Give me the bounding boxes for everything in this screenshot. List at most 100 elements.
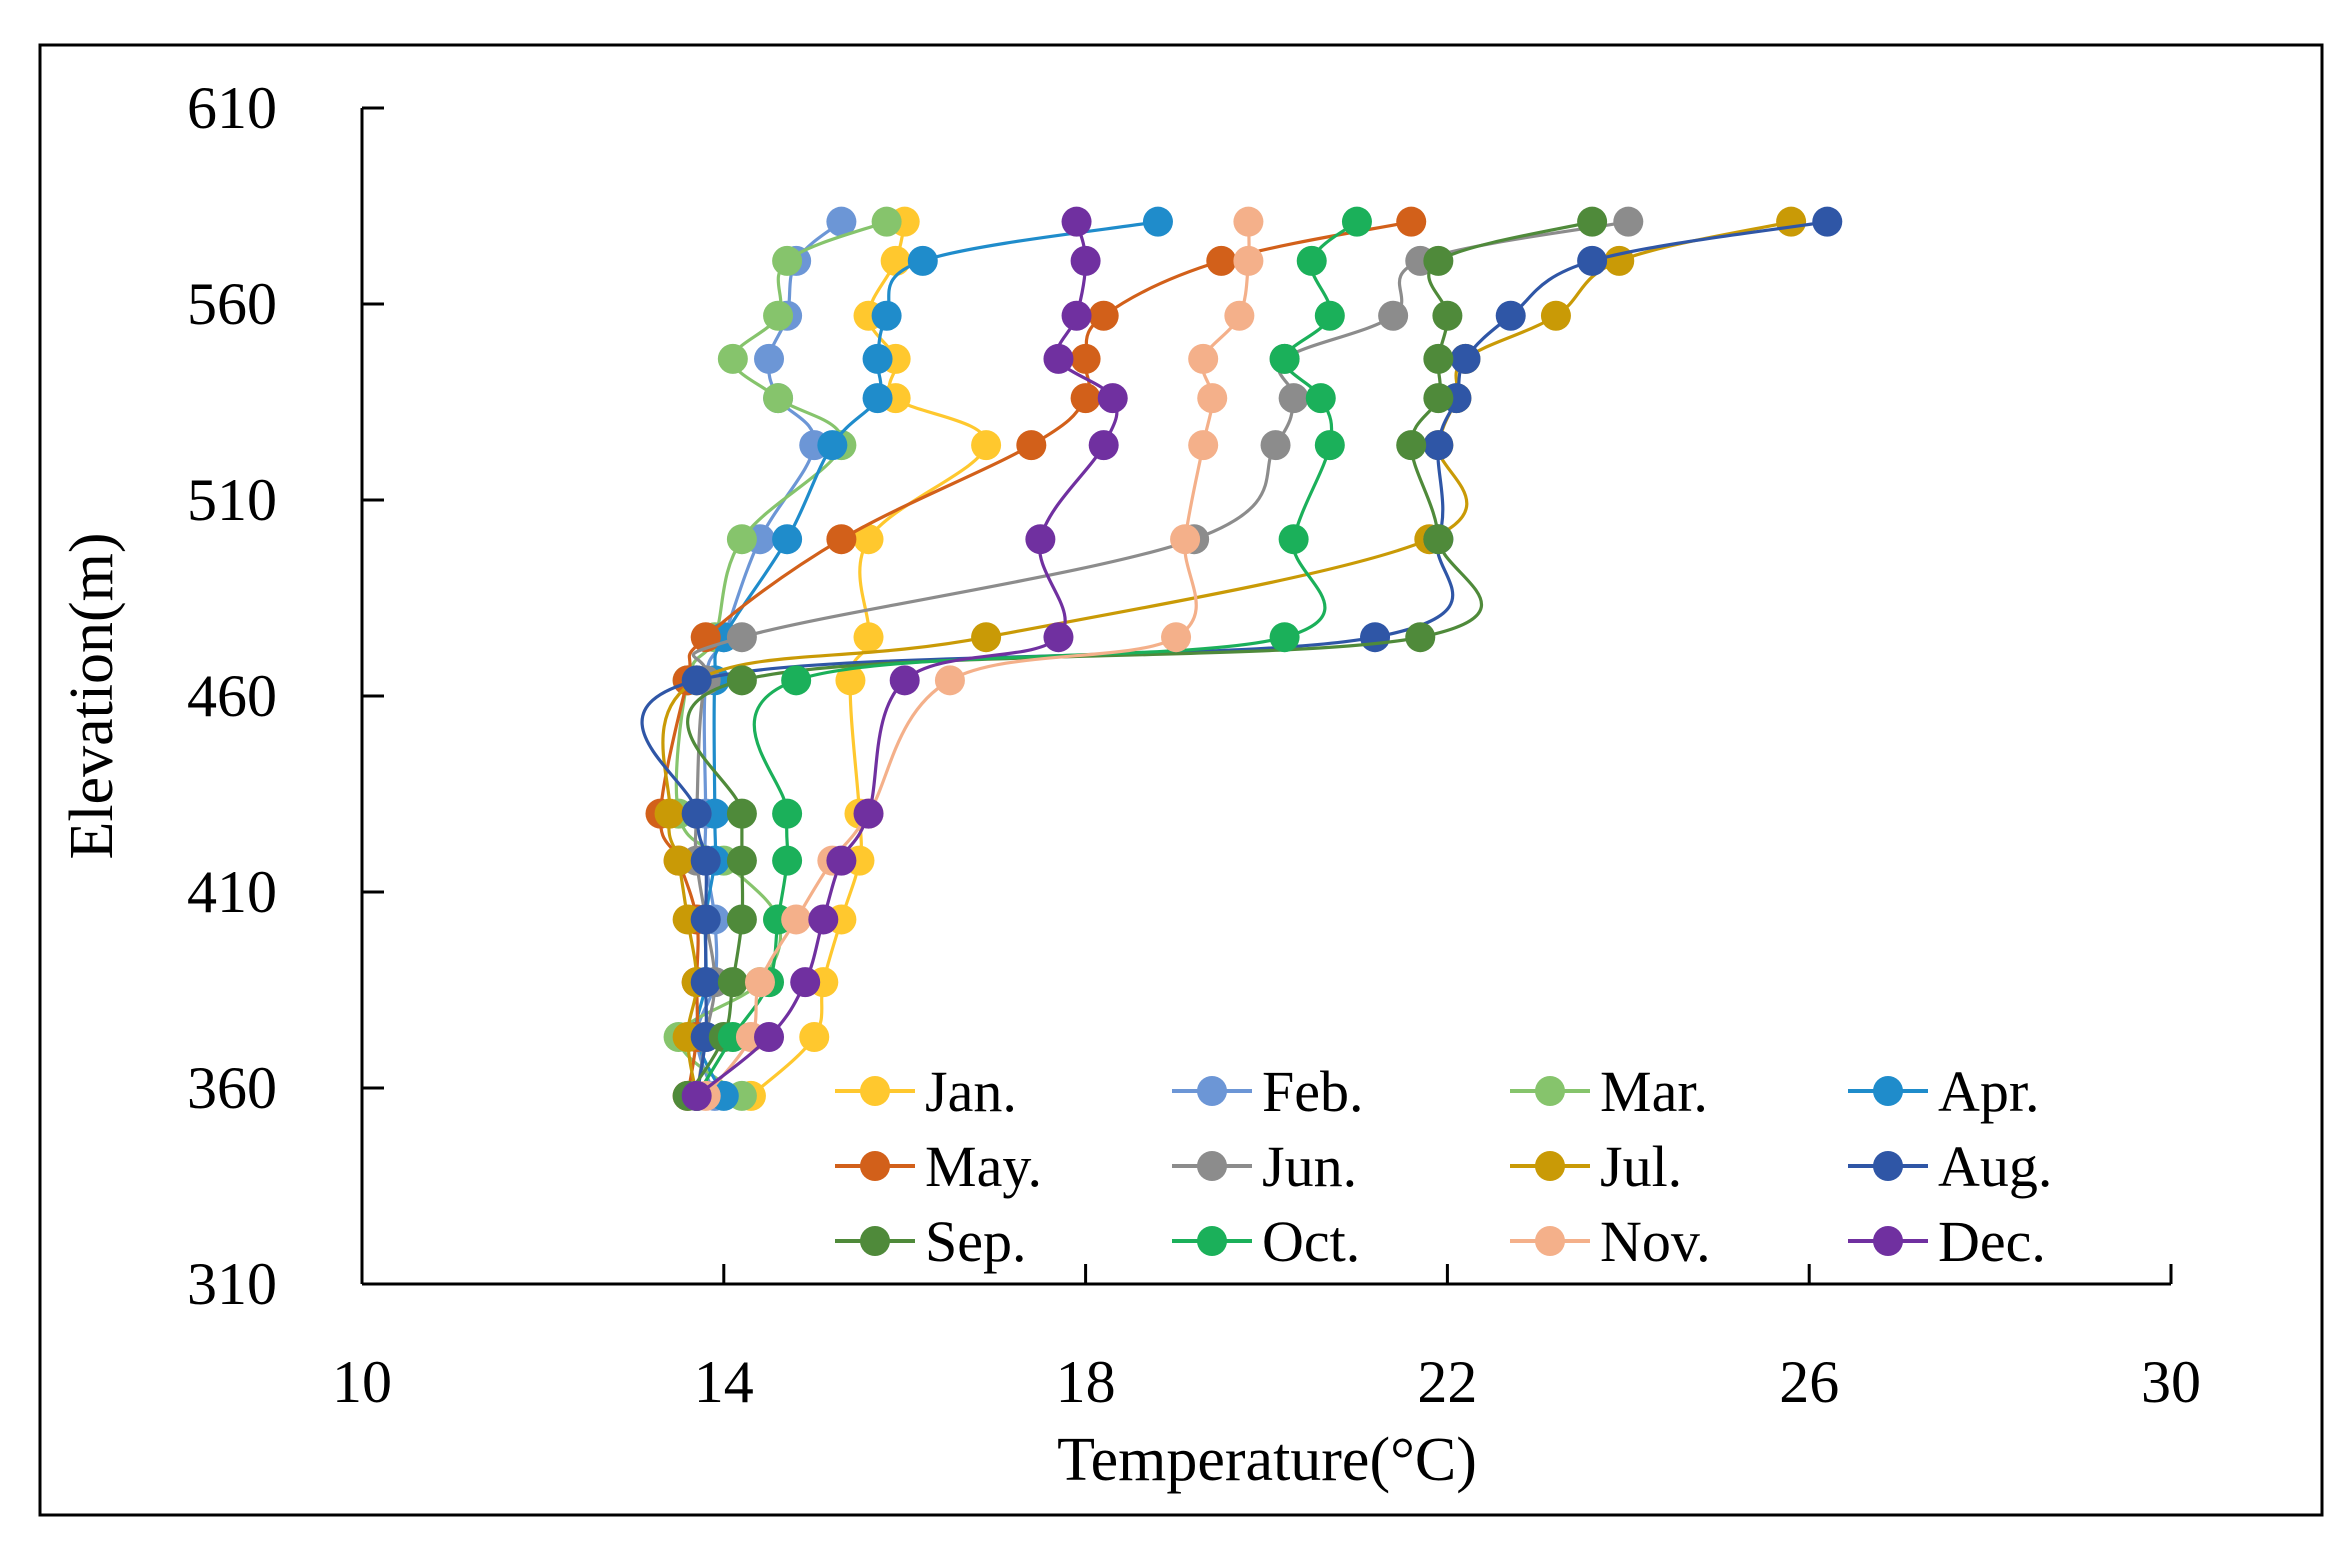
legend-item-nov: Nov.	[1510, 1209, 1711, 1274]
data-point-sep	[726, 665, 757, 696]
data-point-dec	[853, 798, 884, 829]
data-point-dec	[1088, 430, 1119, 461]
legend-marker-jan	[860, 1076, 890, 1106]
data-point-sep	[1432, 300, 1463, 331]
data-point-nov	[1170, 524, 1201, 555]
data-point-may	[826, 524, 857, 555]
y-tick-label: 360	[187, 1055, 277, 1121]
data-point-sep	[1423, 245, 1454, 276]
legend-marker-dec	[1873, 1226, 1903, 1256]
data-point-oct	[1341, 206, 1372, 237]
data-point-may	[1396, 206, 1427, 237]
data-point-oct	[1305, 383, 1336, 414]
data-point-oct	[1278, 524, 1309, 555]
data-point-dec	[1043, 622, 1074, 653]
data-point-aug	[690, 904, 721, 935]
tick-labels: 310 360 410 460 510 560 610 10 14 18 22 26 30	[187, 75, 2201, 1415]
data-point-aug	[681, 665, 712, 696]
data-point-aug	[1450, 343, 1481, 374]
data-point-jul	[654, 798, 685, 829]
data-point-aug	[1495, 300, 1526, 331]
data-point-aug	[1423, 430, 1454, 461]
series-aug	[640, 206, 1843, 1111]
legend-label-jul: Jul.	[1600, 1134, 1682, 1199]
data-point-mar	[726, 524, 757, 555]
data-point-may	[1070, 383, 1101, 414]
data-point-feb	[826, 206, 857, 237]
data-point-apr	[817, 430, 848, 461]
data-point-jul	[1540, 300, 1571, 331]
data-point-jun	[726, 622, 757, 653]
data-point-oct	[772, 845, 803, 876]
legend-label-sep: Sep.	[925, 1209, 1027, 1274]
data-point-nov	[1188, 343, 1219, 374]
y-tick-label: 460	[187, 663, 277, 729]
legend-marker-may	[860, 1151, 890, 1181]
legend-marker-jul	[1535, 1151, 1565, 1181]
legend: Jan. Feb. Mar. Apr. May. Jun. Jul. Aug. Sep. Oct.…	[835, 1059, 2052, 1274]
data-point-jan	[853, 524, 884, 555]
series-layer	[640, 206, 1843, 1111]
data-point-dec	[1070, 245, 1101, 276]
data-point-sep	[717, 967, 748, 998]
legend-marker-apr	[1873, 1076, 1903, 1106]
data-point-dec	[681, 1080, 712, 1111]
data-point-sep	[726, 845, 757, 876]
legend-item-jul: Jul.	[1510, 1134, 1682, 1199]
legend-label-jun: Jun.	[1262, 1134, 1357, 1199]
data-point-dec	[1061, 206, 1092, 237]
data-point-oct	[772, 798, 803, 829]
data-point-sep	[1423, 343, 1454, 374]
data-point-sep	[726, 798, 757, 829]
y-tick-label: 610	[187, 75, 277, 141]
legend-label-feb: Feb.	[1262, 1059, 1364, 1124]
legend-item-oct: Oct.	[1172, 1209, 1360, 1274]
data-point-dec	[808, 904, 839, 935]
data-point-jan	[853, 622, 884, 653]
legend-label-may: May.	[925, 1134, 1042, 1199]
data-point-nov	[744, 967, 775, 998]
legend-item-apr: Apr.	[1848, 1059, 2040, 1124]
data-point-jul	[1776, 206, 1807, 237]
data-point-dec	[1025, 524, 1056, 555]
data-point-mar	[871, 206, 902, 237]
data-point-apr	[862, 343, 893, 374]
legend-item-aug: Aug.	[1848, 1134, 2052, 1199]
data-point-dec	[1097, 383, 1128, 414]
series-dec	[681, 206, 1128, 1111]
y-axis-title: Elevation(m)	[58, 532, 126, 859]
data-point-feb	[754, 343, 785, 374]
legend-label-mar: Mar.	[1600, 1059, 1708, 1124]
data-point-aug	[690, 845, 721, 876]
data-point-sep	[1423, 524, 1454, 555]
legend-item-jan: Jan.	[835, 1059, 1017, 1124]
legend-marker-feb	[1197, 1076, 1227, 1106]
data-point-aug	[1812, 206, 1843, 237]
y-tick-label: 510	[187, 467, 277, 533]
legend-marker-oct	[1197, 1226, 1227, 1256]
legend-label-aug: Aug.	[1938, 1134, 2052, 1199]
data-point-jan	[835, 665, 866, 696]
legend-marker-sep	[860, 1226, 890, 1256]
data-point-apr	[862, 383, 893, 414]
data-point-nov	[1161, 622, 1192, 653]
data-point-aug	[690, 967, 721, 998]
legend-label-jan: Jan.	[925, 1059, 1017, 1124]
data-point-sep	[1396, 430, 1427, 461]
x-tick-label: 10	[332, 1349, 392, 1415]
data-point-nov	[934, 665, 965, 696]
data-point-oct	[781, 665, 812, 696]
data-point-apr	[871, 300, 902, 331]
legend-item-may: May.	[835, 1134, 1042, 1199]
x-tick-label: 26	[1779, 1349, 1839, 1415]
data-point-mar	[763, 383, 794, 414]
data-point-dec	[754, 1022, 785, 1053]
data-point-may	[1016, 430, 1047, 461]
data-point-apr	[907, 245, 938, 276]
data-point-aug	[1360, 622, 1391, 653]
legend-marker-jun	[1197, 1151, 1227, 1181]
data-point-mar	[772, 245, 803, 276]
y-tick-label: 560	[187, 271, 277, 337]
data-point-dec	[1061, 300, 1092, 331]
